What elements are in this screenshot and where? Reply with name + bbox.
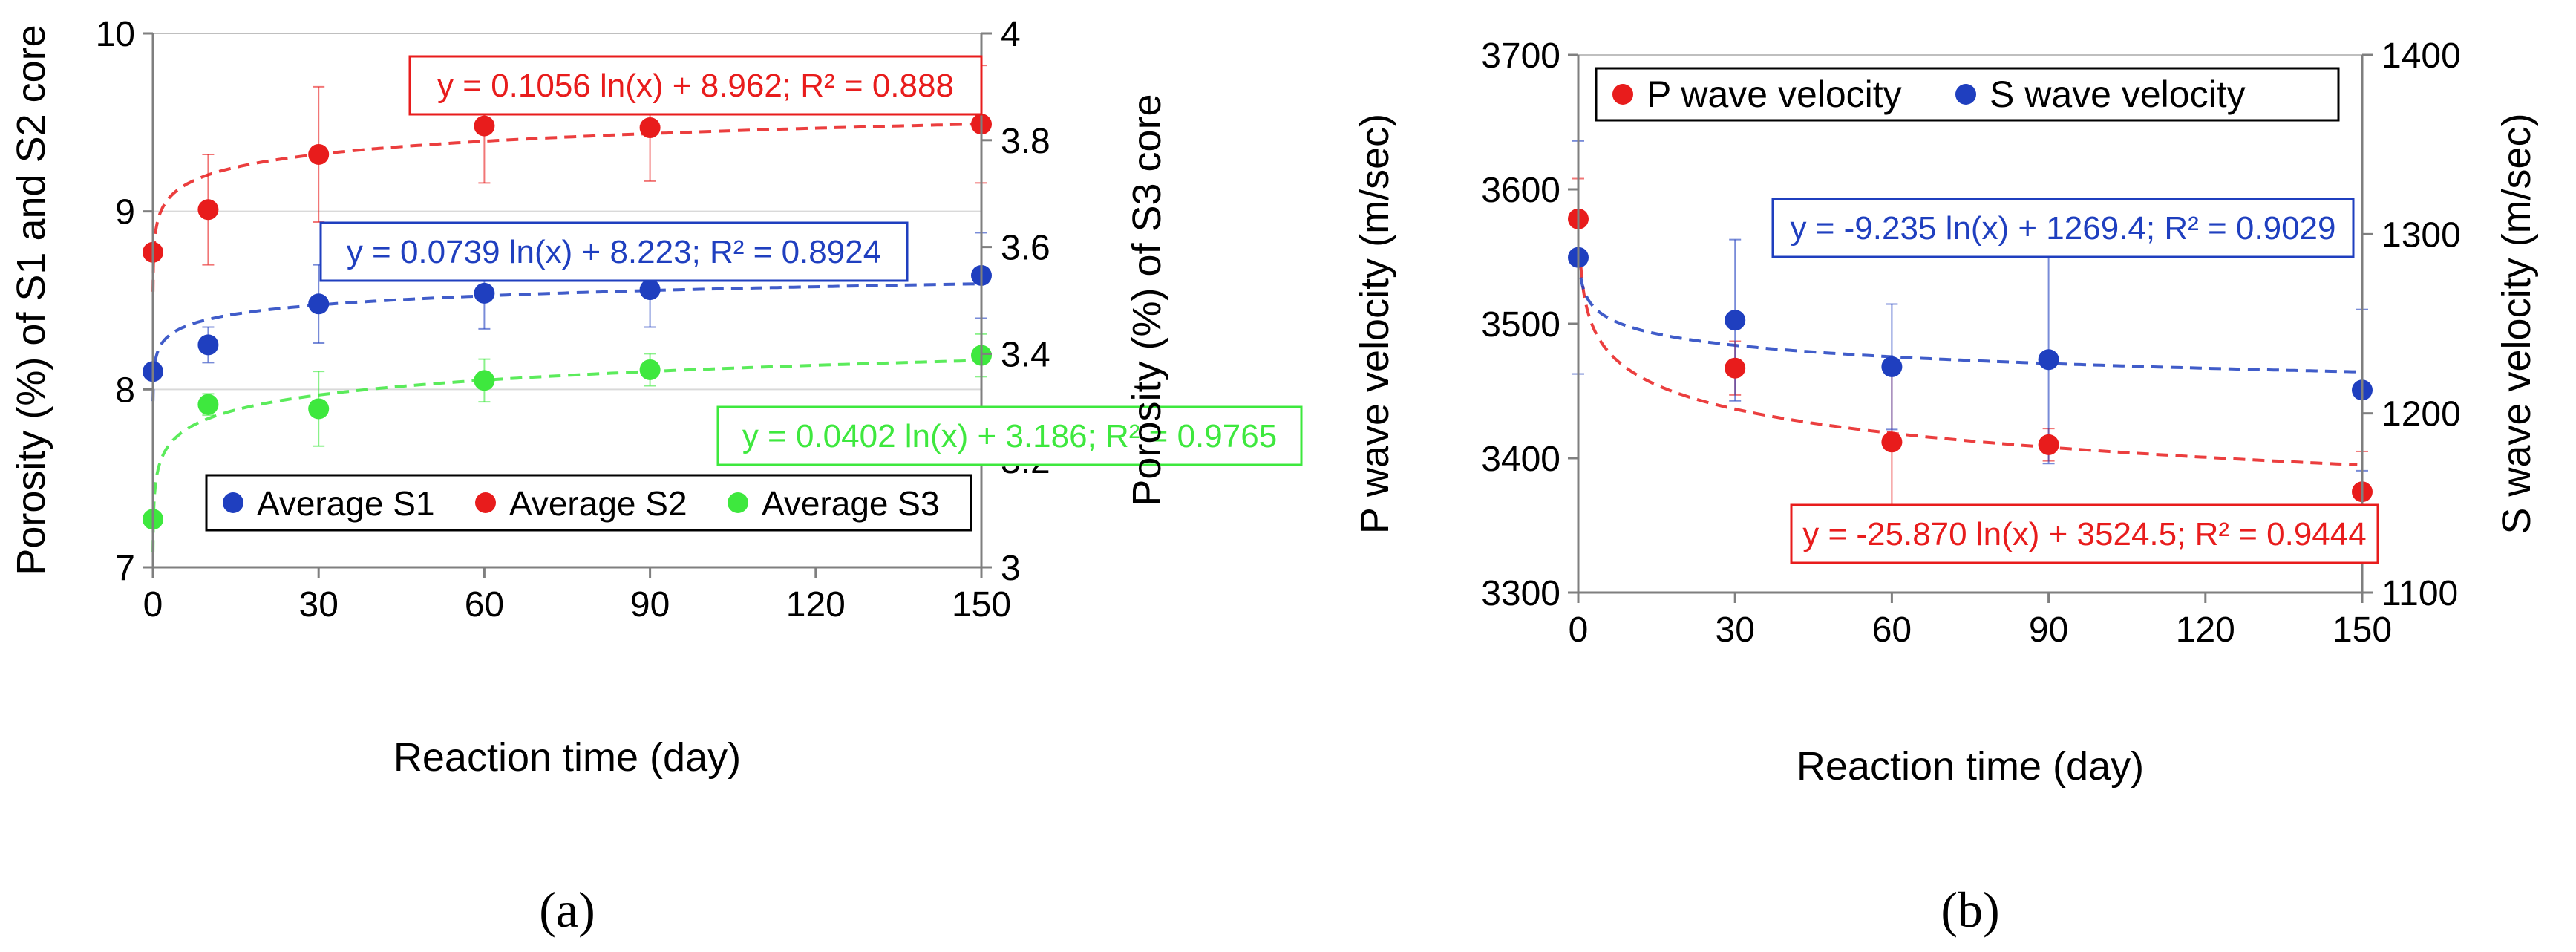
x-tick-label-b: 30	[1716, 610, 1755, 650]
trendline-a-0	[151, 282, 976, 402]
y-left-tick-label-b: 3500	[1481, 305, 1560, 345]
data-point-a-1	[197, 199, 219, 221]
x-tick-label-a: 150	[952, 585, 1011, 625]
data-point-a-2	[197, 394, 219, 415]
x-tick-label-a: 90	[630, 585, 670, 625]
trendline-b-0	[1579, 267, 2358, 466]
x-tick-label-b: 120	[2176, 610, 2235, 650]
y-right-tick-label-a: 4	[1001, 15, 1021, 54]
equation-label-b-1: y = -9.235 ln(x) + 1269.4; R² = 0.9029	[1790, 210, 2335, 247]
y-right-tick-label-a: 3	[1001, 549, 1021, 588]
equation-label-a-2: y = 0.0402 ln(x) + 3.186; R² = 0.9765	[742, 418, 1277, 454]
equation-box-a-2	[716, 405, 1303, 466]
legend-box-a	[205, 474, 972, 532]
equation-box-a-0	[319, 221, 909, 282]
data-point-a-1	[639, 117, 661, 139]
panel-label-a: (a)	[539, 881, 595, 938]
legend-marker-a-1	[475, 492, 496, 513]
data-point-b-0	[1725, 357, 1746, 379]
equation-label-b-0: y = -25.870 ln(x) + 3524.5; R² = 0.9444	[1802, 516, 2366, 552]
y-left-tick-label-b: 3700	[1481, 36, 1560, 76]
y-right-tick-label-b: 1400	[2382, 36, 2461, 76]
y-axis-label-right-a: Porosity (%) of S3 core	[1125, 94, 1169, 506]
y-left-tick-label-a: 9	[115, 193, 135, 232]
x-tick-label-b: 0	[1569, 610, 1589, 650]
equation-label-a-1: y = 0.1056 ln(x) + 8.962; R² = 0.888	[437, 68, 954, 104]
legend-marker-b-1	[1955, 84, 1976, 105]
x-tick-label-b: 150	[2333, 610, 2392, 650]
data-point-a-0	[308, 293, 330, 315]
equation-box-b-1	[1771, 198, 2355, 258]
legend-marker-b-0	[1612, 84, 1633, 105]
plot-area-b	[1578, 54, 2363, 593]
y-left-tick-label-a: 8	[115, 371, 135, 410]
y-right-tick-label-a: 3.4	[1001, 335, 1050, 374]
data-point-a-0	[474, 282, 495, 304]
y-right-tick-label-b: 1300	[2382, 215, 2461, 255]
data-point-a-0	[197, 334, 219, 356]
y-right-tick-label-a: 3.6	[1001, 229, 1050, 268]
y-left-tick-label-b: 3400	[1481, 440, 1560, 479]
chart-panel-b: 0 30 60 90 120 150 3300 3400 3500 3600 3700 1100 120…	[1353, 36, 2539, 938]
y-axis-label-right-b: S wave velocity (m/sec)	[2494, 113, 2539, 534]
x-axis-label-a: Reaction time (day)	[393, 735, 741, 780]
y-right-tick-label-b: 1100	[2382, 574, 2458, 613]
panel-label-b: (b)	[1941, 881, 1999, 938]
data-point-a-1	[308, 143, 330, 165]
data-point-a-2	[308, 398, 330, 420]
x-tick-label-a: 30	[299, 585, 339, 625]
legend-label-b-0: P wave velocity	[1647, 74, 1902, 115]
trendline-a-1	[151, 123, 976, 292]
trendline-a-2	[151, 359, 976, 552]
legend-label-a-0: Average S1	[257, 484, 435, 523]
data-point-a-1	[474, 115, 495, 137]
data-point-b-0	[1881, 431, 1903, 453]
data-point-b-1	[2038, 349, 2059, 371]
x-tick-label-b: 90	[2029, 610, 2068, 650]
trendline-b-1	[1579, 277, 2358, 374]
data-point-a-0	[639, 279, 661, 301]
legend-label-a-1: Average S2	[509, 484, 687, 523]
legend-label-a-2: Average S3	[762, 484, 940, 523]
y-right-tick-label-b: 1200	[2382, 395, 2461, 434]
equation-box-a-1	[408, 55, 983, 116]
x-tick-label-a: 120	[786, 585, 846, 625]
y-left-tick-label-a: 7	[115, 549, 135, 588]
data-point-a-2	[474, 370, 495, 391]
y-axis-label-left-a: Porosity (%) of S1 and S2 core	[9, 25, 53, 575]
x-tick-label-a: 0	[143, 585, 163, 625]
equation-box-b-0	[1790, 503, 2379, 564]
data-point-b-1	[1881, 356, 1903, 377]
legend-label-b-1: S wave velocity	[1990, 74, 2246, 115]
legend-marker-a-0	[223, 492, 243, 513]
data-point-a-2	[639, 359, 661, 380]
legend-marker-a-2	[728, 492, 748, 513]
y-left-tick-label-a: 10	[96, 15, 135, 54]
equation-label-a-0: y = 0.0739 ln(x) + 8.223; R² = 0.8924	[347, 234, 881, 270]
data-point-b-0	[2038, 434, 2059, 455]
y-left-tick-label-b: 3600	[1481, 171, 1560, 210]
x-tick-label-b: 60	[1872, 610, 1912, 650]
x-tick-label-a: 60	[465, 585, 504, 625]
y-right-tick-label-a: 3.8	[1001, 122, 1050, 161]
y-left-tick-label-b: 3300	[1481, 574, 1560, 613]
data-point-b-1	[1725, 310, 1746, 331]
y-axis-label-left-b: P wave velocity (m/sec)	[1353, 114, 1397, 534]
x-axis-label-b: Reaction time (day)	[1797, 744, 2144, 789]
